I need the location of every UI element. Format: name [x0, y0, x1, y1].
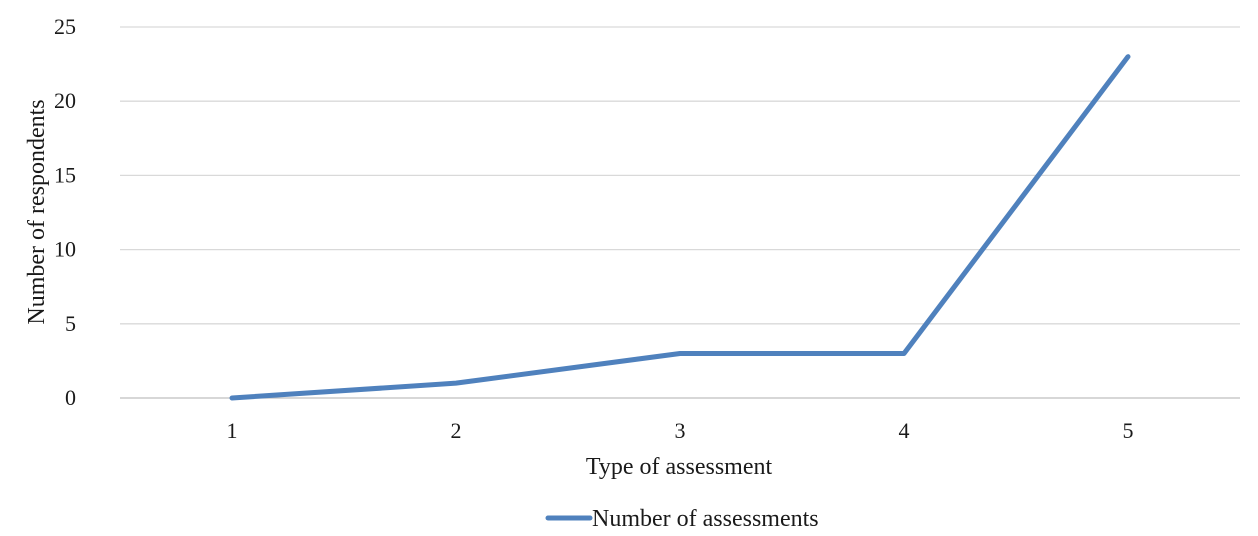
- legend-label-number-of-assessments: Number of assessments: [592, 506, 819, 531]
- x-tick-label: 4: [899, 418, 910, 443]
- x-tick-label: 3: [675, 418, 686, 443]
- x-tick-labels: 1 2 3 4 5: [227, 418, 1134, 443]
- x-tick-label: 1: [227, 418, 238, 443]
- y-tick-label: 10: [54, 237, 76, 262]
- y-tick-label: 20: [54, 88, 76, 113]
- y-tick-label: 5: [65, 311, 76, 336]
- x-tick-label: 5: [1123, 418, 1134, 443]
- y-tick-label: 15: [54, 162, 76, 187]
- y-tick-labels: 0 5 10 15 20 25: [54, 14, 76, 410]
- series-lines: [229, 54, 1131, 401]
- series-line-0: [229, 54, 1131, 401]
- gridlines: [120, 26, 1240, 399]
- y-tick-label: 0: [65, 385, 76, 410]
- x-tick-label: 2: [451, 418, 462, 443]
- legend: Number of assessments: [545, 506, 819, 532]
- x-axis-title: Type of assessment: [586, 454, 773, 480]
- y-axis-title: Number of respondents: [24, 99, 50, 324]
- y-tick-label: 25: [54, 14, 76, 39]
